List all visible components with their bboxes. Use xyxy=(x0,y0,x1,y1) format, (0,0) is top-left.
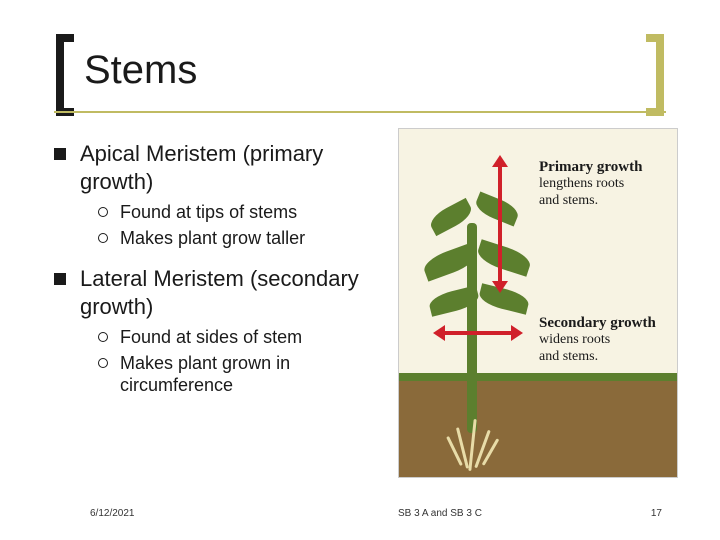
bullet-text: Makes plant grow taller xyxy=(120,227,305,250)
square-bullet-icon xyxy=(54,148,66,160)
horizontal-arrow-icon xyxy=(443,331,513,335)
title-underline xyxy=(54,111,666,113)
footer: 6/12/2021 SB 3 A and SB 3 C 17 xyxy=(0,508,720,524)
figure-label-secondary: Secondary growth widens roots and stems. xyxy=(539,315,656,366)
title-bar: Stems xyxy=(56,38,664,110)
list-item: Makes plant grow taller xyxy=(98,227,384,250)
list-item: Found at tips of stems xyxy=(98,201,384,224)
grass-line xyxy=(399,373,677,381)
bullet-text: Found at tips of stems xyxy=(120,201,297,224)
list-item: Makes plant grown in circumference xyxy=(98,352,384,397)
sub-list: Found at sides of stem Makes plant grown… xyxy=(98,326,384,397)
sub-list: Found at tips of stems Makes plant grow … xyxy=(98,201,384,249)
slide-title: Stems xyxy=(84,48,197,93)
soil-region xyxy=(399,381,677,477)
figure-heading: Primary growth xyxy=(539,159,642,176)
square-bullet-icon xyxy=(54,273,66,285)
body-content: Apical Meristem (primary growth) Found a… xyxy=(54,140,384,413)
leaf-icon xyxy=(473,191,521,226)
bullet-text: Makes plant grown in circumference xyxy=(120,352,384,397)
bracket-left-icon xyxy=(56,34,74,116)
figure-heading: Secondary growth xyxy=(539,315,656,332)
footer-date: 6/12/2021 xyxy=(90,508,135,519)
figure-subtext: widens roots xyxy=(539,332,656,349)
circle-bullet-icon xyxy=(98,332,108,342)
figure-subtext: and stems. xyxy=(539,349,656,366)
list-item: Apical Meristem (primary growth) xyxy=(54,140,384,195)
circle-bullet-icon xyxy=(98,207,108,217)
figure-subtext: lengthens roots xyxy=(539,176,642,193)
bullet-text: Found at sides of stem xyxy=(120,326,302,349)
figure-label-primary: Primary growth lengthens roots and stems… xyxy=(539,159,642,210)
footer-center: SB 3 A and SB 3 C xyxy=(398,508,482,519)
leaf-icon xyxy=(475,239,533,277)
circle-bullet-icon xyxy=(98,358,108,368)
footer-page-number: 17 xyxy=(651,508,662,519)
list-item: Lateral Meristem (secondary growth) xyxy=(54,265,384,320)
bracket-right-icon xyxy=(646,34,664,116)
bullet-text: Lateral Meristem (secondary growth) xyxy=(80,265,384,320)
circle-bullet-icon xyxy=(98,233,108,243)
vertical-arrow-icon xyxy=(498,165,502,283)
plant-diagram: Primary growth lengthens roots and stems… xyxy=(398,128,678,478)
bullet-text: Apical Meristem (primary growth) xyxy=(80,140,384,195)
list-item: Found at sides of stem xyxy=(98,326,384,349)
figure-subtext: and stems. xyxy=(539,193,642,210)
